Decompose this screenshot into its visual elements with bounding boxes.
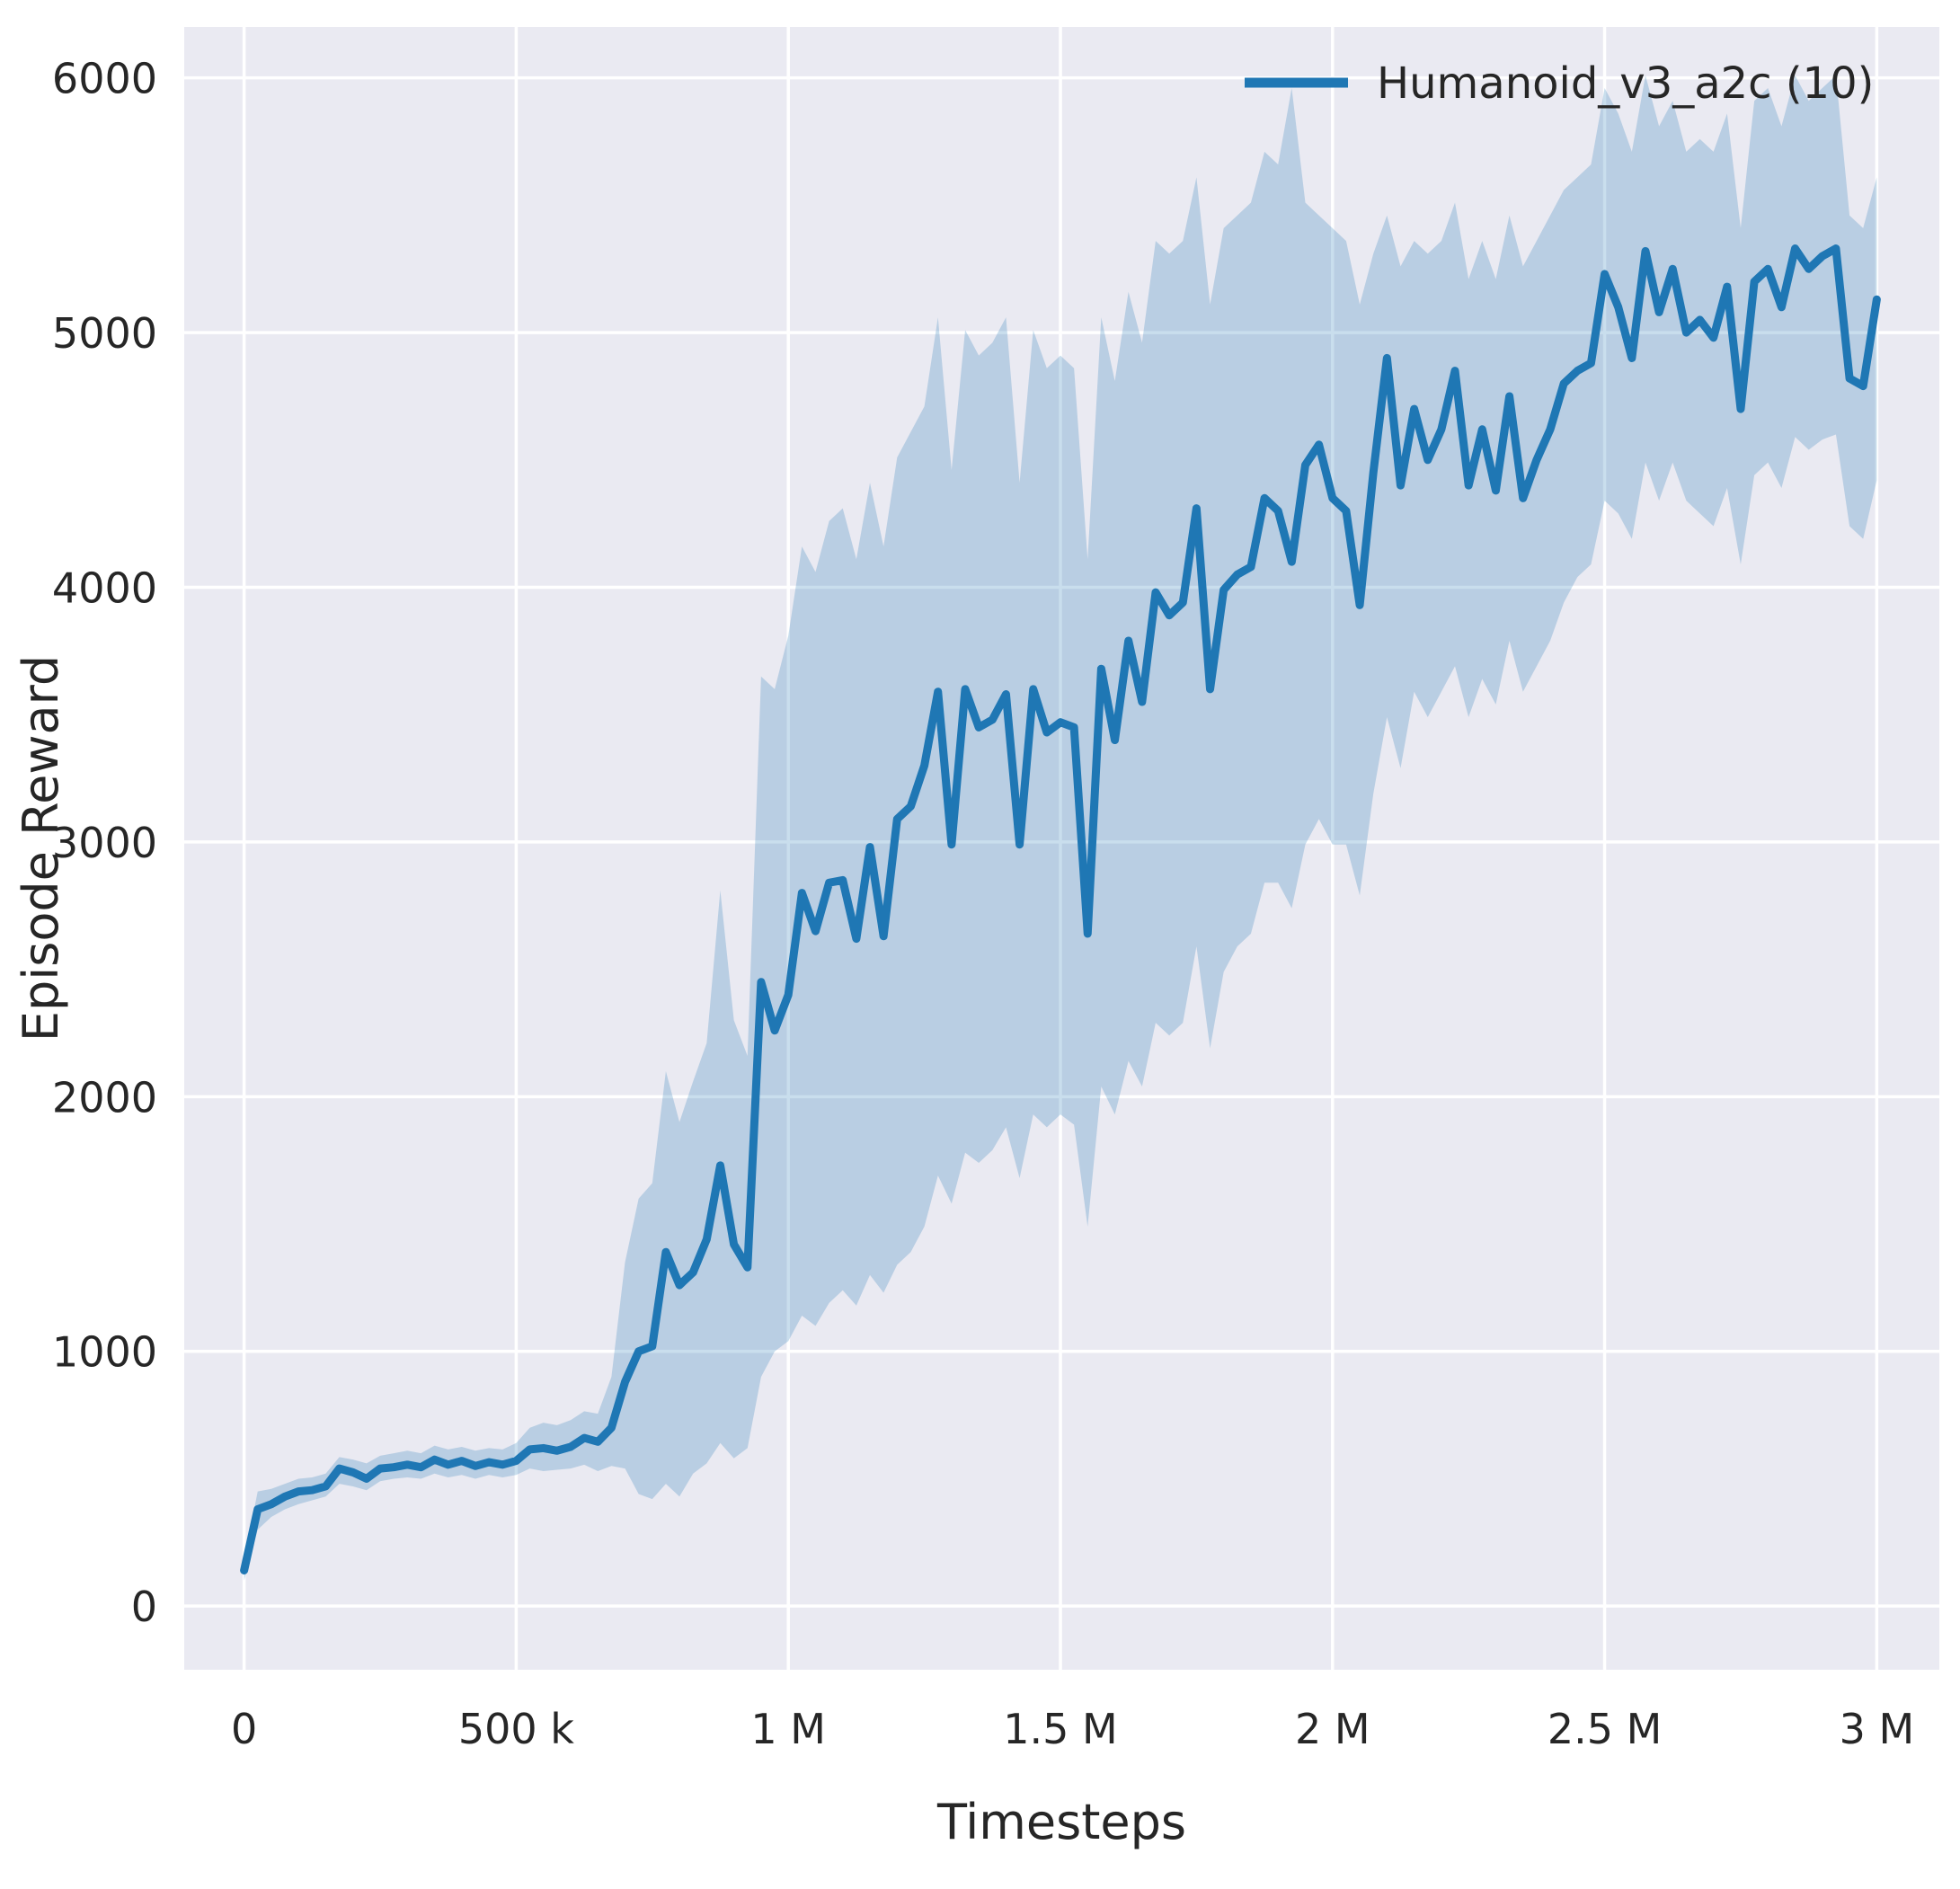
- series-lines: [240, 244, 1881, 1574]
- legend-label: Humanoid_v3_a2c (10): [1377, 58, 1874, 109]
- gridlines: [184, 27, 1939, 1670]
- y-tick-label: 2000: [52, 1073, 157, 1122]
- y-tick-labels: 0 1000 2000 3000 4000 5000 6000: [52, 55, 157, 1631]
- y-tick-label: 6000: [52, 55, 157, 103]
- x-tick-label: 1.5 M: [1003, 1705, 1117, 1753]
- y-axis-label: Episode Reward: [13, 655, 69, 1042]
- y-tick-label: 1000: [52, 1328, 157, 1377]
- y-tick-label: 3000: [52, 819, 157, 867]
- mean-reward-line: [240, 244, 1881, 1574]
- y-tick-label: 4000: [52, 564, 157, 613]
- y-tick-label: 0: [131, 1583, 157, 1631]
- x-tick-label: 2 M: [1295, 1705, 1370, 1753]
- x-tick-labels: 0 500 k 1 M 1.5 M 2 M 2.5 M 3 M: [231, 1705, 1914, 1753]
- x-tick-label: 500 k: [458, 1705, 574, 1753]
- x-tick-label: 0: [231, 1705, 257, 1753]
- y-tick-label: 5000: [52, 309, 157, 358]
- x-axis-label: Timesteps: [936, 1794, 1186, 1850]
- x-tick-label: 1 M: [750, 1705, 826, 1753]
- x-tick-label: 3 M: [1840, 1705, 1915, 1753]
- legend: Humanoid_v3_a2c (10): [1245, 58, 1874, 109]
- x-tick-label: 2.5 M: [1548, 1705, 1662, 1753]
